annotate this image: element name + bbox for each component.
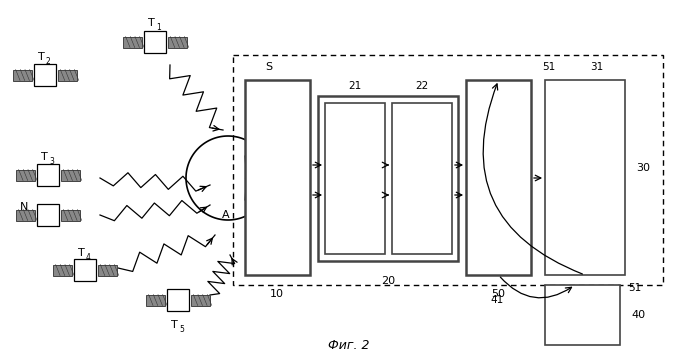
Bar: [16, 170, 35, 181]
Bar: [61, 210, 80, 221]
Text: 5: 5: [179, 325, 184, 334]
Text: 51: 51: [628, 283, 641, 293]
Text: 1: 1: [156, 23, 161, 32]
Text: N: N: [20, 202, 29, 212]
Text: 31: 31: [590, 62, 603, 72]
Text: Фиг. 2: Фиг. 2: [328, 339, 370, 352]
Bar: [167, 289, 189, 311]
Text: T: T: [38, 52, 45, 62]
Bar: [233, 55, 663, 285]
Text: S: S: [265, 62, 272, 72]
Bar: [124, 36, 142, 47]
Text: 51: 51: [542, 62, 555, 72]
Text: 21: 21: [348, 81, 362, 91]
Text: T: T: [148, 18, 155, 28]
Bar: [466, 80, 531, 275]
Bar: [168, 36, 186, 47]
Bar: [16, 210, 35, 221]
Bar: [98, 265, 117, 276]
Bar: [13, 70, 32, 80]
Bar: [53, 265, 72, 276]
Bar: [147, 295, 165, 306]
Text: 40: 40: [631, 310, 645, 320]
Text: 4: 4: [86, 253, 91, 262]
Text: T: T: [171, 320, 178, 330]
Bar: [37, 204, 59, 226]
Bar: [144, 31, 166, 53]
Bar: [37, 164, 59, 186]
Bar: [545, 285, 620, 345]
Text: 22: 22: [415, 81, 429, 91]
Text: 41: 41: [490, 295, 503, 305]
Bar: [58, 70, 77, 80]
Bar: [545, 80, 625, 275]
Text: A: A: [222, 210, 230, 220]
Text: 2: 2: [46, 57, 51, 66]
Bar: [392, 103, 452, 254]
Text: T: T: [41, 152, 47, 162]
Text: 20: 20: [381, 276, 395, 286]
Bar: [318, 96, 458, 261]
Text: 30: 30: [636, 163, 650, 173]
Bar: [34, 64, 56, 86]
Bar: [74, 259, 96, 281]
Text: 50: 50: [491, 289, 505, 299]
Text: 3: 3: [49, 157, 54, 166]
Bar: [325, 103, 385, 254]
Bar: [245, 80, 310, 275]
Text: T: T: [78, 248, 84, 258]
Text: 10: 10: [270, 289, 284, 299]
Bar: [61, 170, 80, 181]
Bar: [191, 295, 209, 306]
